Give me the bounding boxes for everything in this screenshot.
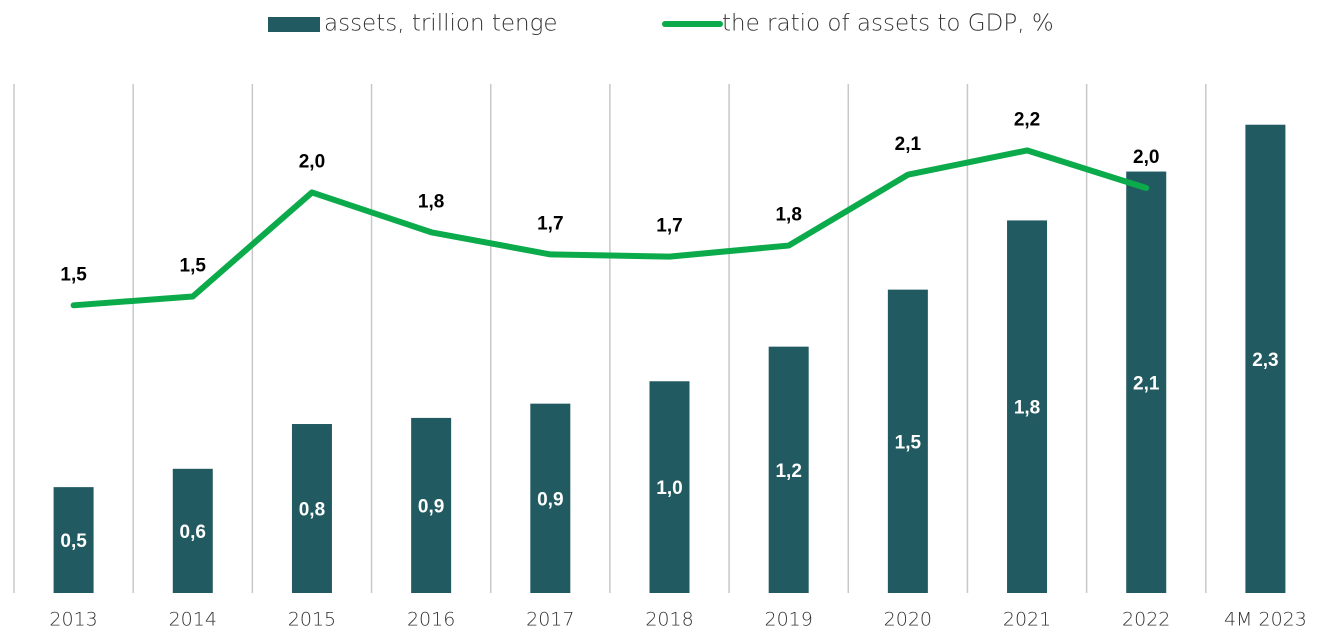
x-tick-label: 2015 xyxy=(288,609,336,631)
bar-value-label: 1,8 xyxy=(1014,398,1040,419)
bar-value-label: 0,9 xyxy=(418,496,444,517)
bar xyxy=(172,468,213,593)
line-value-label: 2,0 xyxy=(1133,147,1159,168)
x-tick-label: 2020 xyxy=(884,609,932,631)
line-value-label: 2,0 xyxy=(299,151,325,172)
bar-value-label: 1,5 xyxy=(895,432,922,453)
bar xyxy=(291,424,332,593)
line-value-label: 1,5 xyxy=(60,264,87,285)
line-value-label: 1,7 xyxy=(656,216,682,237)
x-tick-label: 2013 xyxy=(49,609,97,631)
bar xyxy=(53,487,94,593)
bar-value-label: 1,2 xyxy=(775,461,801,482)
line-value-label: 1,8 xyxy=(775,205,801,226)
bar xyxy=(411,417,452,593)
legend-swatch-bar xyxy=(268,17,320,32)
bar-value-label: 0,8 xyxy=(299,500,325,521)
bar xyxy=(1245,124,1286,593)
bar xyxy=(530,403,571,593)
bar-value-label: 0,5 xyxy=(60,531,87,552)
bar xyxy=(649,381,690,593)
x-tick-label: 2019 xyxy=(765,609,813,631)
x-tick-label: 2021 xyxy=(1003,609,1051,631)
legend-label: the ratio of assets to GDP, % xyxy=(722,11,1054,37)
x-tick-label: 2017 xyxy=(526,609,574,631)
bar xyxy=(1007,220,1048,594)
line-value-label: 1,7 xyxy=(537,213,563,234)
line xyxy=(70,147,1150,309)
x-tick-label: 2014 xyxy=(169,609,217,631)
bar-value-label: 2,3 xyxy=(1252,350,1278,371)
legend-label: assets, trillion tenge xyxy=(324,11,558,37)
bar xyxy=(887,289,928,593)
bar xyxy=(768,346,809,593)
bar-value-label: 0,6 xyxy=(180,522,206,543)
line-value-label: 2,2 xyxy=(1014,109,1040,130)
bar-value-label: 0,9 xyxy=(537,489,563,510)
line-value-label: 2,1 xyxy=(895,134,922,155)
bar xyxy=(1126,171,1167,593)
x-tick-label: 2018 xyxy=(645,609,693,631)
x-tick-label: 4M 2023 xyxy=(1224,609,1307,631)
bar-value-label: 2,1 xyxy=(1133,373,1160,394)
x-tick-label: 2016 xyxy=(407,609,455,631)
x-tick-label: 2022 xyxy=(1122,609,1170,631)
line-value-label: 1,8 xyxy=(418,191,444,212)
legend: assets, trillion tenge the ratio of asse… xyxy=(268,11,1054,37)
line-value-label: 1,5 xyxy=(180,255,207,276)
bar-value-label: 1,0 xyxy=(656,478,682,499)
